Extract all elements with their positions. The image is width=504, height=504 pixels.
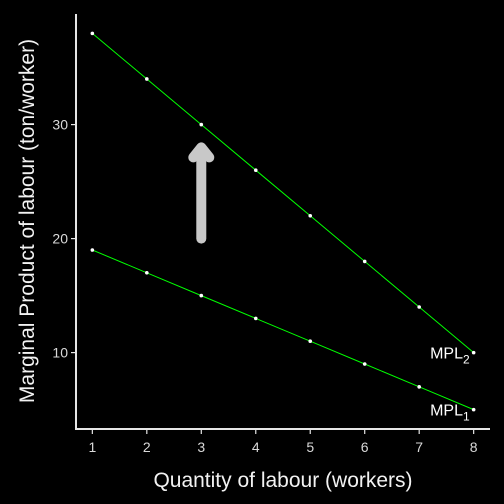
series-line-1 (92, 249, 474, 411)
x-axis-title: Quantity of labour (workers) (153, 469, 412, 492)
data-point (145, 77, 149, 81)
ticks: 1 2 3 4 5 6 7 8 10 20 30 (52, 117, 477, 455)
data-point (417, 385, 421, 389)
series-label-1: MPL1 (430, 403, 470, 424)
x-tick-label: 5 (306, 439, 314, 455)
series-label-text: MPL (430, 403, 463, 420)
data-point (471, 407, 476, 412)
data-point (253, 316, 258, 321)
series-label-text: MPL (430, 346, 463, 363)
data-point (199, 122, 204, 127)
series-label-2: MPL2 (430, 346, 470, 367)
y-axis-title: Marginal Product of labour (ton/worker) (16, 39, 39, 403)
series-label-subscript: 2 (463, 353, 470, 367)
data-point (145, 271, 149, 275)
arrow-head (188, 142, 215, 163)
x-tick-label: 1 (88, 439, 96, 455)
data-point (417, 305, 421, 309)
series-line-2 (92, 32, 474, 353)
x-tick-label: 8 (470, 439, 478, 455)
data-point (199, 293, 204, 298)
y-tick-label: 10 (52, 345, 68, 361)
data-point (90, 31, 95, 36)
x-tick-label: 4 (252, 439, 260, 455)
x-tick-label: 6 (361, 439, 369, 455)
axes (75, 14, 490, 430)
y-tick-label: 30 (52, 117, 68, 133)
series-label-subscript: 1 (463, 410, 470, 424)
data-point (90, 248, 95, 252)
data-point (308, 213, 313, 218)
data-point (471, 350, 476, 355)
y-tick-label: 20 (52, 231, 68, 247)
data-point (362, 259, 367, 264)
data-point (253, 168, 258, 172)
data-point (308, 339, 313, 344)
x-tick-label: 7 (415, 439, 423, 455)
x-tick-label: 2 (143, 439, 151, 455)
x-tick-label: 3 (197, 439, 205, 455)
data-point (362, 362, 367, 366)
